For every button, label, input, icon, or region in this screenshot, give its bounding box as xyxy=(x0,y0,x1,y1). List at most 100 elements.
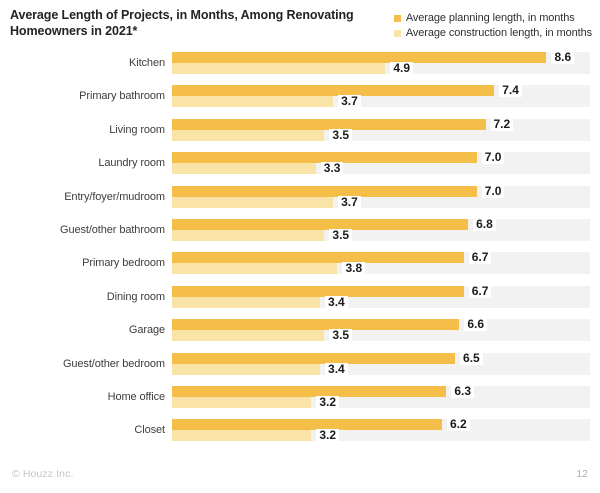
construction-value: 3.5 xyxy=(329,128,353,142)
construction-value: 3.7 xyxy=(338,95,361,109)
category-label: Entry/foyer/mudroom xyxy=(64,190,165,203)
category-label: Home office xyxy=(107,390,166,403)
construction-bar xyxy=(172,363,321,375)
construction-bar-line: 4.9 xyxy=(172,62,590,75)
construction-bar xyxy=(172,96,334,108)
bar-track: 8.6 4.9 xyxy=(172,51,590,75)
construction-value: 3.7 xyxy=(338,195,361,209)
planning-bar xyxy=(172,319,460,331)
chart-row: Primary bathroom 7.4 3.7 xyxy=(0,84,600,109)
chart-row: Dining room 6.7 3.4 xyxy=(0,284,600,309)
category-label: Garage xyxy=(128,324,165,337)
construction-bar-line: 3.2 xyxy=(172,429,590,443)
planning-bar-line: 6.8 xyxy=(172,217,590,231)
bar-track: 6.7 3.8 xyxy=(172,251,590,276)
planning-value: 6.6 xyxy=(464,318,488,332)
construction-bar xyxy=(172,330,325,342)
construction-value: 3.2 xyxy=(316,395,340,409)
chart-row: Primary bedroom 6.7 3.8 xyxy=(0,251,600,276)
planning-bar xyxy=(172,419,442,431)
chart-row: Entry/foyer/mudroom 7.0 3.7 xyxy=(0,184,600,209)
planning-value: 8.6 xyxy=(551,51,575,64)
planning-bar-line: 6.7 xyxy=(172,284,590,298)
bar-track: 7.2 3.5 xyxy=(172,117,590,142)
bar-track: 7.0 3.7 xyxy=(172,184,590,209)
bar-track: 6.8 3.5 xyxy=(172,217,590,242)
construction-bar-line: 3.5 xyxy=(172,228,590,242)
planning-bar-line: 6.2 xyxy=(172,418,590,432)
construction-bar xyxy=(172,430,312,442)
bar-track: 6.5 3.4 xyxy=(172,351,590,376)
construction-bar-line: 3.7 xyxy=(172,95,590,109)
construction-bar-line: 3.2 xyxy=(172,395,590,409)
category-label: Kitchen xyxy=(129,57,165,69)
construction-value: 3.2 xyxy=(316,429,340,443)
planning-bar-line: 7.2 xyxy=(172,117,590,131)
construction-bar-line: 3.5 xyxy=(172,329,590,343)
planning-value: 7.0 xyxy=(481,184,505,198)
category-label: Guest/other bathroom xyxy=(59,223,165,236)
bar-chart: Kitchen 8.6 4.9 Primary bathroom 7.4 xyxy=(0,51,600,453)
planning-bar xyxy=(172,185,477,197)
planning-bar-line: 6.6 xyxy=(172,318,590,332)
legend-item-planning: Average planning length, in months xyxy=(393,11,592,26)
construction-swatch-icon xyxy=(393,30,401,37)
construction-bar xyxy=(172,163,316,175)
construction-bar xyxy=(172,229,325,241)
legend-label-planning: Average planning length, in months xyxy=(405,12,575,24)
chart-row: Kitchen 8.6 4.9 xyxy=(0,51,600,75)
planning-value: 6.2 xyxy=(446,418,470,432)
chart-row: Guest/other bedroom 6.5 3.4 xyxy=(0,351,600,376)
bar-track: 7.4 3.7 xyxy=(172,84,590,109)
planning-value: 6.8 xyxy=(473,217,496,231)
planning-value: 7.2 xyxy=(490,117,514,131)
legend-label-construction: Average construction length, in months xyxy=(405,27,592,39)
chart-title-line-2: Homeowners in 2021* xyxy=(10,23,138,38)
construction-bar-line: 3.8 xyxy=(172,262,590,276)
planning-bar-line: 6.7 xyxy=(172,251,590,265)
construction-bar-line: 3.4 xyxy=(172,295,590,309)
chart-row: Laundry room 7.0 3.3 xyxy=(0,151,600,176)
construction-value: 3.5 xyxy=(329,228,353,242)
planning-value: 7.0 xyxy=(481,151,505,165)
bar-track: 6.2 3.2 xyxy=(172,418,590,443)
planning-bar-line: 7.4 xyxy=(172,84,590,98)
planning-bar xyxy=(172,218,469,230)
planning-bar xyxy=(172,118,486,130)
construction-bar-line: 3.3 xyxy=(172,162,590,176)
planning-value: 7.4 xyxy=(499,84,522,98)
planning-value: 6.7 xyxy=(468,251,492,265)
legend-item-construction: Average construction length, in months xyxy=(393,26,592,41)
planning-bar xyxy=(172,352,456,364)
planning-value: 6.3 xyxy=(451,384,474,398)
category-label: Primary bathroom xyxy=(79,90,165,103)
construction-bar xyxy=(172,263,338,275)
planning-bar-line: 6.3 xyxy=(172,384,590,398)
chart-row: Closet 6.2 3.2 xyxy=(0,418,600,443)
chart-legend: Average planning length, in months Avera… xyxy=(393,8,592,41)
planning-bar xyxy=(172,152,477,164)
page-number: 12 xyxy=(576,468,588,480)
construction-value: 3.4 xyxy=(325,295,348,309)
chart-title: Average Length of Projects, in Months, A… xyxy=(10,8,354,39)
planning-value: 6.5 xyxy=(460,351,483,365)
planning-bar-line: 6.5 xyxy=(172,351,590,365)
planning-bar-line: 8.6 xyxy=(172,51,590,64)
chart-row: Home office 6.3 3.2 xyxy=(0,384,600,409)
planning-value: 6.7 xyxy=(468,284,492,298)
construction-value: 3.3 xyxy=(320,162,344,176)
construction-bar-line: 3.7 xyxy=(172,195,590,209)
construction-bar xyxy=(172,196,334,208)
planning-bar xyxy=(172,52,547,63)
construction-bar-line: 3.4 xyxy=(172,362,590,376)
chart-row: Guest/other bathroom 6.8 3.5 xyxy=(0,217,600,242)
chart-title-line-1: Average Length of Projects, in Months, A… xyxy=(10,8,354,22)
construction-value: 3.8 xyxy=(342,262,366,276)
construction-bar xyxy=(172,129,325,141)
bar-track: 6.6 3.5 xyxy=(172,318,590,343)
planning-bar-line: 7.0 xyxy=(172,151,590,165)
construction-bar xyxy=(172,63,386,74)
construction-value: 4.9 xyxy=(390,62,414,75)
construction-value: 3.4 xyxy=(325,362,348,376)
category-label: Closet xyxy=(134,424,165,437)
